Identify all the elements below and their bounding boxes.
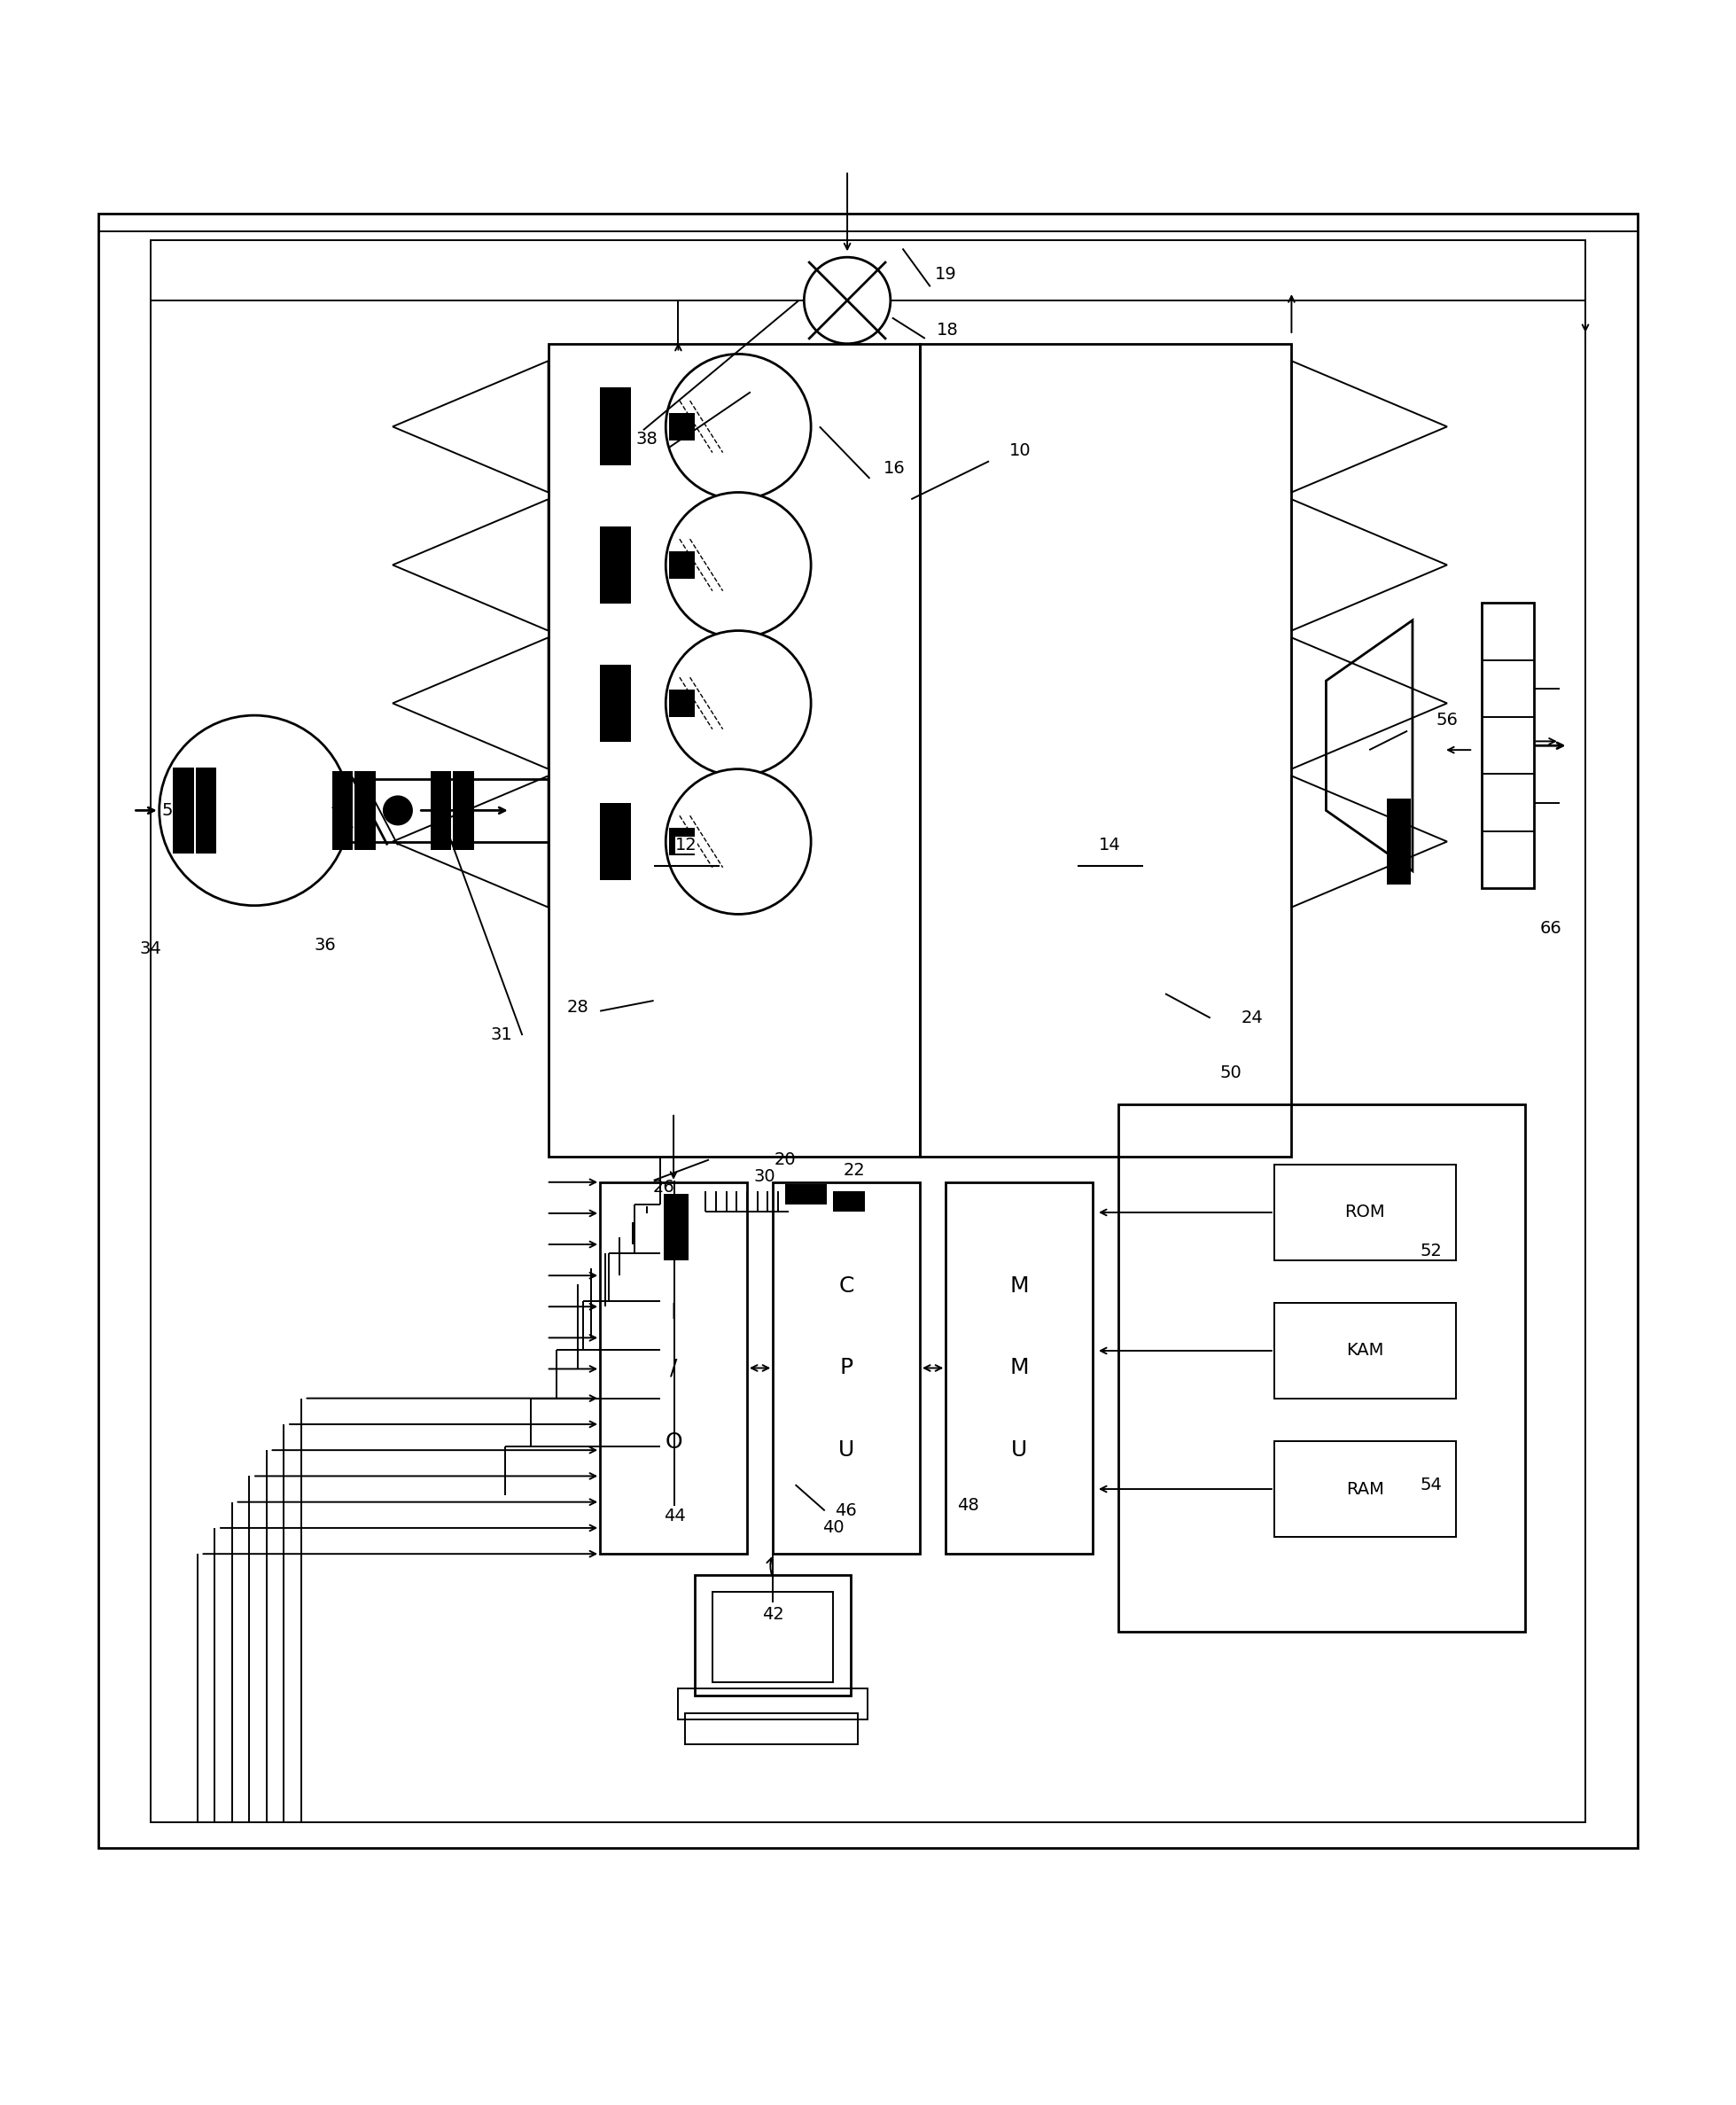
Text: 20: 20 — [774, 1151, 795, 1168]
Circle shape — [804, 257, 891, 343]
Text: O: O — [665, 1431, 682, 1452]
Bar — [920, 343, 1292, 1156]
Text: RAM: RAM — [1345, 1480, 1384, 1497]
Circle shape — [665, 354, 811, 499]
Text: 14: 14 — [1099, 836, 1121, 853]
Text: ROM: ROM — [1345, 1204, 1385, 1221]
Bar — [773, 1183, 920, 1553]
Circle shape — [160, 716, 349, 905]
Bar — [712, 1591, 833, 1682]
Bar — [677, 1688, 868, 1720]
Bar — [453, 770, 474, 850]
Text: 42: 42 — [762, 1606, 785, 1623]
Bar — [151, 240, 1585, 1821]
Bar — [785, 1183, 826, 1204]
Bar — [354, 770, 375, 850]
Bar — [1274, 1303, 1457, 1398]
Text: 28: 28 — [566, 1000, 589, 1017]
Circle shape — [665, 768, 811, 914]
Text: 19: 19 — [934, 265, 957, 282]
Bar — [601, 526, 632, 604]
Text: KAM: KAM — [1345, 1343, 1384, 1360]
Bar — [601, 1183, 746, 1553]
Bar — [601, 802, 632, 880]
Text: 38: 38 — [635, 429, 658, 446]
Text: 44: 44 — [663, 1507, 686, 1524]
Circle shape — [665, 632, 811, 777]
Bar — [1274, 1442, 1457, 1537]
Text: C: C — [838, 1276, 854, 1297]
Text: /: / — [670, 1358, 677, 1379]
Text: 54: 54 — [1420, 1476, 1443, 1492]
Bar — [668, 827, 694, 855]
Bar — [946, 1183, 1092, 1553]
Bar — [99, 215, 1637, 1848]
Text: M: M — [1010, 1276, 1029, 1297]
Text: 31: 31 — [491, 1027, 512, 1044]
Bar — [833, 1191, 865, 1212]
Bar — [684, 1713, 858, 1745]
Bar — [1481, 602, 1533, 888]
Text: 40: 40 — [823, 1520, 844, 1537]
Text: I: I — [670, 1301, 677, 1322]
Text: P: P — [840, 1358, 852, 1379]
Text: 58: 58 — [161, 802, 184, 819]
Text: 30: 30 — [753, 1168, 776, 1185]
Text: U: U — [1010, 1440, 1028, 1461]
Text: 32: 32 — [356, 808, 378, 825]
Text: 10: 10 — [1009, 442, 1031, 459]
Bar — [665, 1194, 687, 1261]
Text: 66: 66 — [1540, 920, 1562, 937]
Bar — [668, 690, 694, 718]
Text: 18: 18 — [936, 322, 958, 339]
Bar — [1387, 798, 1411, 884]
Bar — [332, 770, 352, 850]
Bar — [601, 387, 632, 465]
Bar — [668, 552, 694, 579]
Text: 48: 48 — [957, 1497, 979, 1513]
Bar — [174, 766, 194, 855]
Circle shape — [665, 493, 811, 638]
Text: 36: 36 — [314, 937, 337, 954]
Text: 16: 16 — [884, 459, 904, 476]
Text: 56: 56 — [1436, 711, 1458, 728]
Text: U: U — [838, 1440, 854, 1461]
Bar — [601, 802, 632, 880]
Bar — [668, 413, 694, 440]
Bar — [549, 343, 920, 1156]
Text: 22: 22 — [844, 1162, 865, 1179]
Text: 12: 12 — [675, 836, 698, 853]
Text: 24: 24 — [1241, 1010, 1262, 1027]
Bar — [694, 1575, 851, 1697]
Text: 34: 34 — [139, 941, 161, 958]
Bar — [196, 766, 217, 855]
Circle shape — [384, 796, 411, 825]
Text: 52: 52 — [1420, 1242, 1443, 1259]
Text: M: M — [1010, 1358, 1029, 1379]
Bar — [601, 665, 632, 743]
Bar — [1118, 1105, 1524, 1631]
Text: 50: 50 — [1220, 1065, 1241, 1082]
Bar — [1274, 1164, 1457, 1261]
Bar — [431, 770, 451, 850]
Text: 46: 46 — [835, 1503, 856, 1520]
Text: 26: 26 — [653, 1179, 675, 1196]
